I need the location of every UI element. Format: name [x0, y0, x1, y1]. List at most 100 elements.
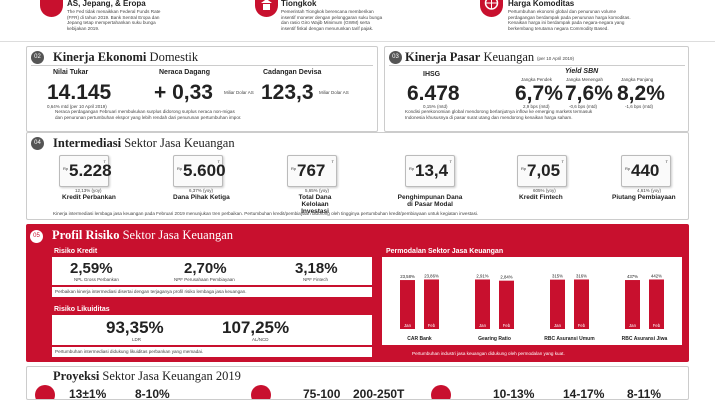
tiongkok-text: Pemerintah Tiongkok berencana memberikan… — [281, 9, 383, 31]
permodalan-bar — [550, 279, 565, 329]
card-kredit-fintech: Rp 7,05 T — [517, 155, 567, 187]
as-title: AS, Jepang, & Eropa — [67, 0, 146, 8]
section-title: Kinerja Ekonomi Domestik — [53, 50, 199, 64]
section-title: Proyeksi Sektor Jasa Keuangan 2019 — [53, 369, 241, 383]
proyeksi-value: 10-13% — [493, 387, 535, 400]
npf-fintech-value: 3,18% — [295, 260, 338, 277]
nilai-tukar-value: 14.145 — [47, 81, 112, 104]
alncd-label: AL/NCD — [252, 337, 269, 342]
permodalan-panel: 23,58% Jan 23,86% Feb CAR Bank 2,91% Jan 2,84% F… — [382, 257, 682, 345]
permodalan-category-label: Jan — [479, 323, 487, 328]
ldr-value: 93,35% — [106, 318, 164, 337]
risiko-kredit-panel: 2,59% NPL Gross Perbankan 2,70% NPF Peru… — [52, 257, 372, 285]
sbn-panjang-value: 8,2% — [617, 82, 665, 105]
sbn-panjang-note: -1,6 bps (mtd) — [625, 104, 654, 109]
cadangan-devisa-unit: Miliar Dolar AS — [319, 90, 349, 95]
risiko-likuiditas-title: Risiko Likuiditas — [54, 306, 110, 313]
card-growth: 6,37% (yoy) — [189, 188, 214, 193]
npf-pembiayaan-label: NPF Perusahaan Pembiayaan — [174, 277, 235, 282]
neraca-dagang-label: Neraca Dagang — [159, 69, 210, 76]
card-growth: 605% (yoy) — [533, 188, 556, 193]
permodalan-value-label: 437% — [627, 274, 638, 279]
card-pasar-modal: Rp 13,4 T — [405, 155, 455, 187]
sbn-panjang-label: Jangka Panjang — [621, 77, 654, 82]
chart-icon — [251, 385, 271, 399]
proyeksi-value: 200-250T — [353, 387, 405, 400]
permodalan-value-label: 442% — [651, 273, 662, 278]
npl-gross-label: NPL Gross Perbankan — [74, 277, 119, 282]
section-number: 04 — [31, 137, 44, 150]
card-growth: 12,13% (yoy) — [75, 188, 102, 193]
title-rule — [31, 65, 373, 66]
title-rule — [389, 65, 685, 66]
risiko-kredit-title: Risiko Kredit — [54, 248, 98, 255]
npl-gross-value: 2,59% — [70, 260, 113, 277]
section-title: Profil Risiko Sektor Jasa Keuangan — [52, 228, 233, 242]
risiko-likuiditas-footnote: Pertumbuhan intermediasi didukung likuid… — [52, 347, 372, 357]
permodalan-bar — [424, 279, 439, 329]
permodalan-value-label: 316% — [576, 273, 587, 278]
ldr-label: LDR — [132, 337, 142, 342]
risiko-kredit-footnote: Perbaikan kinerja intermediasi disertai … — [52, 287, 372, 297]
card-label: Dana Pihak Ketiga — [173, 194, 230, 201]
ihsg-value: 6.478 — [407, 82, 460, 105]
coins-icon — [35, 385, 55, 399]
npf-pembiayaan-value: 2,70% — [184, 260, 227, 277]
kinerja-pasar-footnote: Kondisi perekonomian global mendorong be… — [405, 109, 593, 120]
proyeksi-value: 8-11% — [627, 387, 662, 400]
permodalan-value-label: 315% — [552, 274, 563, 279]
bank-icon — [431, 385, 451, 399]
neraca-dagang-unit: Miliar Dolar AS — [224, 90, 254, 95]
card-label: Total Dana Kelolaan Investasi — [298, 194, 332, 215]
proyeksi-section: Proyeksi Sektor Jasa Keuangan 2019 13±1%… — [26, 366, 689, 400]
card-growth: 5,65% (yoy) — [305, 188, 330, 193]
globe-glyph — [484, 0, 499, 10]
permodalan-bar — [499, 280, 514, 329]
proyeksi-value: 14-17% — [563, 387, 605, 400]
profil-risiko-section: 05 Profil Risiko Sektor Jasa Keuangan Ri… — [26, 224, 689, 362]
card-dana-pihak-ketiga: Rp 5.600 T — [173, 155, 226, 187]
card-label: Kredit Fintech — [519, 194, 563, 201]
card-label: Kredit Perbankan — [62, 194, 116, 201]
section-title: Intermediasi Sektor Jasa Keuangan — [53, 136, 235, 150]
sbn-menengah-value: 7,6% — [565, 82, 613, 105]
kinerja-ekonomi-section: 02 Kinerja Ekonomi Domestik Nilai Tukar … — [26, 46, 378, 132]
permodalan-bar — [475, 279, 490, 329]
permodalan-value-label: 2,84% — [500, 275, 512, 280]
section-number: 02 — [31, 51, 44, 64]
pagoda-icon — [255, 0, 278, 17]
proyeksi-value: 8-10% — [135, 387, 170, 400]
komoditas-text: Pertumbuhan ekonomi global dan penurunan… — [508, 9, 631, 31]
cadangan-devisa-value: 123,3 — [261, 81, 314, 104]
permodalan-category-label: Jan — [629, 323, 637, 328]
top-strip: AS, Jepang, & Eropa The Fed tidak menaik… — [0, 0, 715, 42]
neraca-dagang-value: + 0,33 — [154, 81, 213, 104]
permodalan-group-label: Gearing Ratio — [478, 336, 511, 342]
permodalan-value-label: 23,58% — [400, 274, 415, 279]
tiongkok-title: Tiongkok — [281, 0, 317, 8]
kinerja-pasar-section: 03 Kinerja Pasar Keuangan (per 10 April … — [384, 46, 689, 132]
cadangan-devisa-label: Cadangan Devisa — [263, 69, 322, 76]
sbn-menengah-note: -0,6 bps (mtd) — [569, 104, 598, 109]
permodalan-category-label: Feb — [653, 323, 661, 328]
permodalan-footnote: Pertumbuhan industri jasa keuangan diduk… — [412, 351, 565, 356]
permodalan-bar — [649, 279, 664, 329]
nilai-tukar-note: 0,64% mtd (per 10 April 2019) — [47, 104, 107, 109]
flag-icon — [40, 0, 63, 17]
permodalan-group-label: RBC Asuransi Umum — [544, 336, 595, 342]
permodalan-value-label: 23,86% — [424, 273, 439, 278]
permodalan-bar — [400, 280, 415, 329]
card-growth: 4,61% (yoy) — [637, 188, 662, 193]
permodalan-category-label: Feb — [578, 323, 586, 328]
risiko-likuiditas-panel: 93,35% LDR 107,25% AL/NCD — [52, 315, 372, 345]
card-kredit-perbankan: Rp 5.228 T — [59, 155, 112, 187]
npf-fintech-label: NPF Fintech — [303, 277, 329, 282]
section-number: 03 — [389, 51, 402, 64]
alncd-value: 107,25% — [222, 318, 290, 337]
permodalan-category-label: Jan — [554, 323, 562, 328]
sbn-pendek-value: 6,7% — [515, 82, 563, 105]
intermediasi-footnote: Kinerja intermediasi lembaga jasa keuang… — [53, 211, 479, 216]
section-number: 05 — [30, 230, 43, 243]
sbn-pendek-note: 2,9 bps (mtd) — [523, 104, 550, 109]
proyeksi-value: 13±1% — [69, 387, 107, 400]
